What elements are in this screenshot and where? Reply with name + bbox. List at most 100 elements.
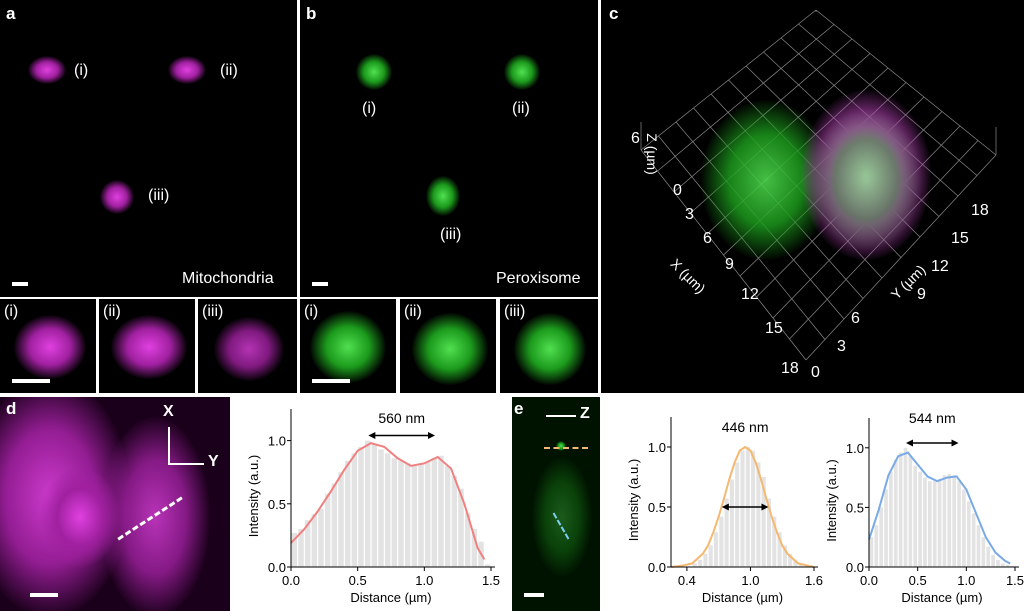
cell-label-i: (i) — [74, 62, 89, 79]
x-tick: 15 — [765, 320, 783, 337]
histogram-bar — [338, 472, 344, 567]
histogram-bar — [957, 481, 961, 567]
histogram-bar — [1005, 564, 1010, 567]
panel-a-mitochondria-image: a (i) (ii) (iii) Mitochondria — [0, 0, 297, 297]
histogram-bar — [981, 537, 986, 567]
histogram-bar — [431, 458, 438, 567]
histogram-bar — [996, 559, 1000, 567]
x-axis-label: Distance (µm) — [350, 590, 431, 605]
histogram-bar — [1010, 565, 1015, 567]
histogram-bar — [782, 545, 787, 567]
y-tick-label: 0.5 — [268, 497, 286, 512]
y-tick-label: 1.0 — [648, 440, 666, 455]
x-tick-label: 1.6 — [805, 573, 823, 588]
arrow-head-right — [951, 439, 959, 447]
inset-b-i: (i) — [300, 299, 396, 393]
histogram-bar — [735, 462, 740, 567]
y-tick-label: 0.0 — [648, 560, 666, 575]
arrow-head-left — [368, 432, 376, 440]
panel-b-peroxisome-image: b (i) (ii) (iii) Peroxisome — [300, 0, 598, 297]
cell-i — [28, 56, 66, 84]
histogram-bar — [788, 553, 793, 567]
channel-label: Peroxisome — [496, 270, 581, 287]
histogram-bar — [698, 559, 703, 567]
z-tick: 0 — [673, 182, 682, 199]
y-tick: 0 — [811, 364, 820, 381]
histogram-bar — [991, 555, 995, 567]
inset-label: (iii) — [202, 303, 224, 320]
histogram-bar — [761, 477, 766, 567]
histogram-bar — [772, 516, 777, 567]
scale-bar — [12, 282, 28, 286]
histogram-bar — [766, 498, 772, 567]
histogram-bar — [937, 478, 942, 567]
channel-label: Mitochondria — [182, 270, 274, 287]
x-tick-label: 0.4 — [678, 573, 696, 588]
histogram-bar — [947, 474, 952, 567]
histogram-bar — [879, 507, 883, 567]
histogram-bar — [971, 513, 976, 567]
y-tick-label: 0.5 — [846, 500, 864, 515]
x-tick-label: 0.0 — [860, 573, 878, 588]
histogram-bar — [464, 512, 471, 567]
x-tick-label: 1.0 — [741, 573, 759, 588]
y-tick: 12 — [931, 258, 949, 275]
panel-c-3d-render: c Z (µm) 6 0 X (µm) 3 6 9 12 15 18 Y (µm… — [601, 0, 1024, 393]
y-tick-label: 0.0 — [846, 560, 864, 575]
y-tick-label: 0.0 — [268, 560, 286, 575]
histogram-bar — [364, 440, 371, 567]
x-tick-label: 0.5 — [349, 573, 367, 588]
histogram-bar — [304, 520, 311, 567]
histogram-bar — [411, 465, 418, 567]
y-tick: 9 — [917, 286, 926, 303]
x-arrow-icon — [168, 427, 170, 465]
histogram-bar — [893, 459, 898, 567]
histogram-bar — [889, 471, 893, 567]
scale-bar — [12, 379, 50, 383]
cell-label-ii: (ii) — [220, 62, 238, 79]
z-arrow-icon — [546, 415, 576, 417]
histogram-bar — [438, 455, 444, 567]
x-axis-label: Distance (µm) — [901, 590, 982, 605]
histogram-bar — [298, 529, 304, 567]
histogram-bar — [404, 463, 411, 567]
histogram-bar — [724, 498, 729, 567]
x-tick: 3 — [685, 206, 694, 223]
fit-curve — [868, 451, 1011, 565]
histogram-bar — [451, 475, 458, 567]
y-tick: 3 — [837, 338, 846, 355]
histogram-bar — [444, 465, 451, 567]
histogram-bar — [398, 460, 404, 567]
peroxisome-volume-2 — [811, 110, 921, 250]
z-tick: 6 — [631, 130, 640, 147]
arrow-head-right — [761, 503, 769, 511]
histogram-bar — [458, 488, 464, 567]
y-axis-label: Intensity (a.u.) — [626, 459, 641, 541]
panel-letter-d: d — [6, 399, 17, 418]
histogram-bar — [719, 516, 724, 567]
x-tick-label: 1.5 — [482, 573, 500, 588]
histogram-bar — [932, 481, 937, 567]
histogram-bar — [966, 501, 971, 567]
histogram-bar — [874, 525, 879, 567]
histogram-bar — [976, 525, 981, 567]
histogram-bar — [798, 563, 803, 567]
x-tick-label: 0.0 — [282, 573, 300, 588]
x-tick: 9 — [725, 256, 734, 273]
histogram-bar — [424, 462, 431, 567]
fit-curve — [670, 445, 815, 568]
histogram-bar — [418, 464, 424, 567]
inset-label: (ii) — [404, 303, 422, 320]
cell-i — [356, 54, 392, 90]
orange-profile-marker — [544, 447, 588, 449]
arrow-head-left — [721, 503, 729, 511]
histogram-bar — [318, 508, 324, 567]
x-tick: 12 — [741, 286, 759, 303]
y-axis-label: Intensity (a.u.) — [246, 455, 261, 537]
cell-label-i: (i) — [362, 100, 377, 117]
axis-y-label: Y — [208, 453, 219, 470]
histogram-bar — [898, 452, 903, 567]
x-tick-label: 0.5 — [909, 573, 927, 588]
cell-label-iii: (iii) — [440, 226, 462, 243]
